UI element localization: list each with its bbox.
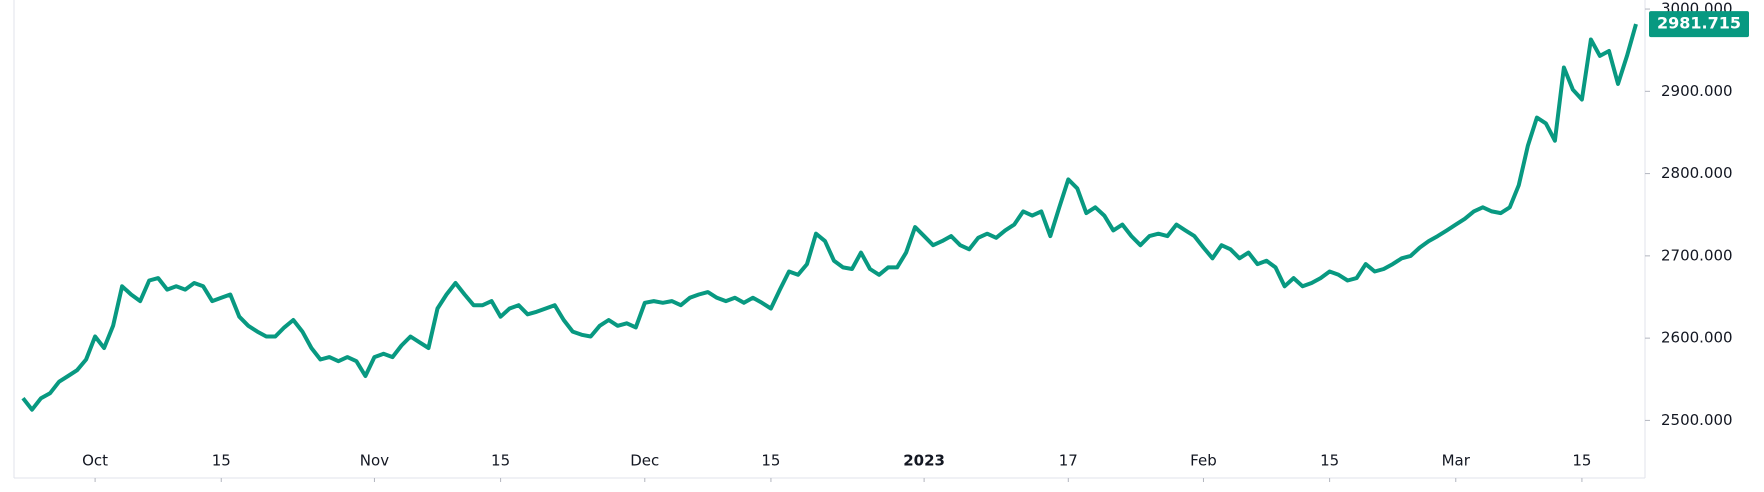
- x-tick-label: Oct: [82, 452, 108, 470]
- x-tick-label: 2023: [903, 452, 945, 470]
- last-value-label: 2981.715: [1657, 14, 1741, 33]
- x-tick-label: 15: [1572, 452, 1591, 470]
- x-tick-label: 15: [1320, 452, 1339, 470]
- x-tick-label: 17: [1059, 452, 1078, 470]
- y-tick-label: 2900.000: [1661, 82, 1733, 100]
- y-tick-label: 2500.000: [1661, 411, 1733, 429]
- y-tick-label: 2600.000: [1661, 329, 1733, 347]
- x-tick-label: 15: [761, 452, 780, 470]
- x-tick-label: Dec: [630, 452, 659, 470]
- x-tick-label: 15: [212, 452, 231, 470]
- last-value-badge: [1649, 11, 1749, 38]
- x-tick-label: Feb: [1190, 452, 1217, 470]
- y-tick-label: 2700.000: [1661, 246, 1733, 264]
- price-line: [21, 23, 1638, 412]
- x-tick-label: Nov: [360, 452, 389, 470]
- x-tick-label: 15: [491, 452, 510, 470]
- y-tick-label: 2800.000: [1661, 164, 1733, 182]
- x-tick-label: Mar: [1442, 452, 1471, 470]
